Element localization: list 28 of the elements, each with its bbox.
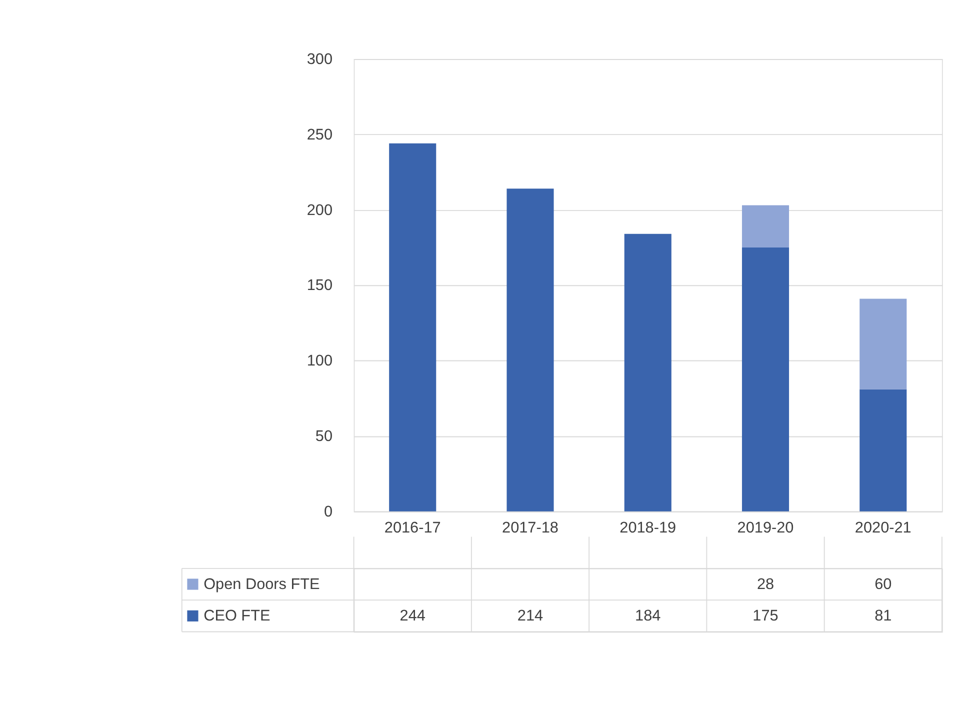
- bar: [389, 143, 436, 512]
- y-tick-label: 100: [306, 352, 333, 370]
- data-label: 81: [874, 607, 892, 624]
- bar: [624, 234, 672, 512]
- x-tick-label: 2016-17: [384, 520, 441, 537]
- legend-label: CEO FTE: [204, 607, 270, 624]
- y-tick-label: 50: [315, 428, 333, 445]
- data-label: 60: [874, 576, 892, 593]
- bar: [742, 247, 790, 512]
- x-tick-label: 2020-21: [854, 520, 912, 537]
- legend-label: Open Doors FTE: [204, 576, 320, 593]
- y-tick-label: 250: [306, 126, 333, 144]
- data-label: 28: [756, 576, 774, 593]
- data-label: 184: [635, 607, 662, 624]
- y-tick-label: 0: [324, 503, 333, 520]
- data-label: 214: [517, 607, 544, 624]
- y-tick-label: 300: [306, 50, 333, 68]
- x-tick-label: 2019-20: [737, 520, 794, 537]
- x-tick-label: 2017-18: [502, 520, 558, 537]
- y-tick-label: 150: [306, 277, 333, 294]
- data-label: 175: [752, 607, 778, 624]
- x-tick-label: 2018-19: [620, 520, 676, 537]
- data-label: 244: [400, 607, 426, 624]
- bar: [742, 205, 790, 248]
- y-tick-label: 200: [306, 202, 333, 219]
- bar: [506, 188, 554, 512]
- bar: [860, 298, 907, 390]
- bar: [860, 389, 907, 512]
